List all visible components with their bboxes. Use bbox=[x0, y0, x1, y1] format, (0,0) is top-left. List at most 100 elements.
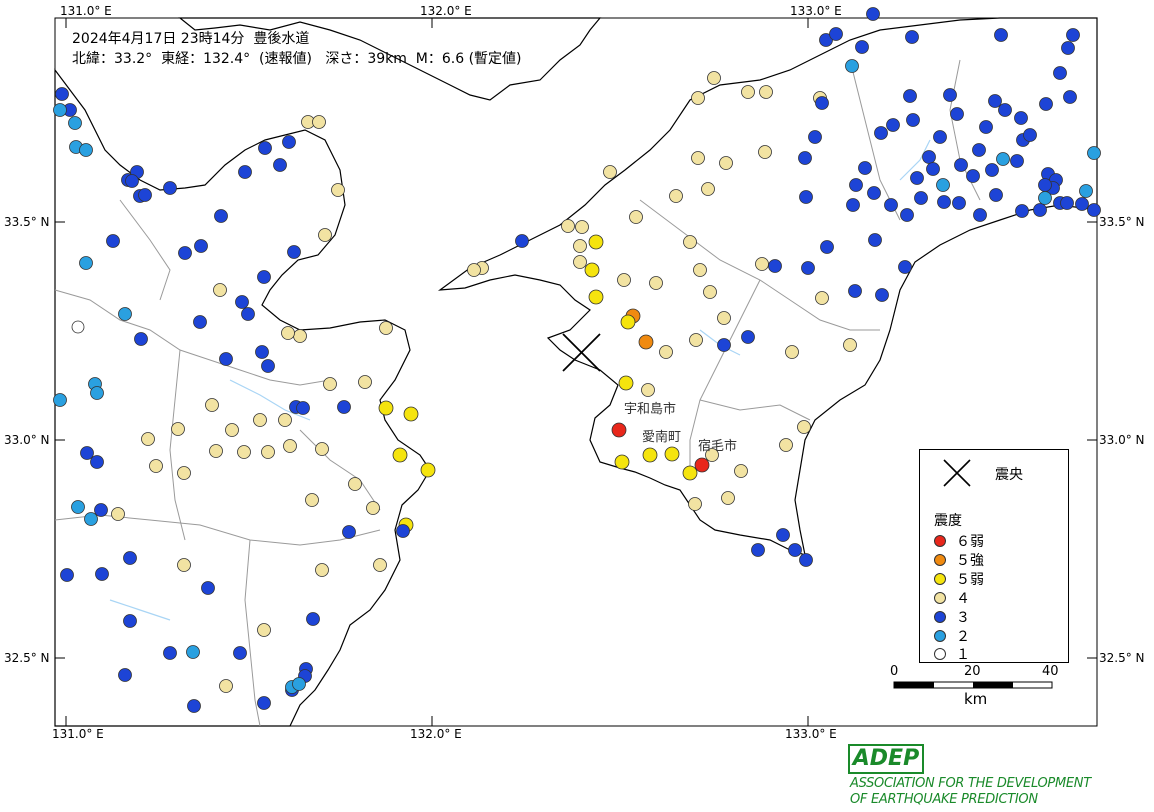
legend-title: 震度 bbox=[934, 513, 962, 529]
station-marker-intensity-5upper bbox=[638, 334, 654, 350]
station-marker-intensity-4 bbox=[312, 115, 326, 129]
station-marker-intensity-3 bbox=[90, 455, 104, 469]
station-marker-intensity-4 bbox=[779, 438, 793, 452]
legend-item-2: ２ bbox=[934, 626, 970, 646]
station-marker-intensity-3 bbox=[820, 240, 834, 254]
station-marker-intensity-3 bbox=[1010, 154, 1024, 168]
station-marker-intensity-3 bbox=[867, 186, 881, 200]
station-marker-intensity-4 bbox=[641, 383, 655, 397]
station-marker-intensity-3 bbox=[287, 245, 301, 259]
station-marker-intensity-3 bbox=[306, 612, 320, 626]
station-marker-intensity-2 bbox=[68, 116, 82, 130]
station-marker-intensity-3 bbox=[55, 87, 69, 101]
station-marker-intensity-3 bbox=[1033, 203, 1047, 217]
station-marker-intensity-4 bbox=[691, 91, 705, 105]
station-marker-intensity-3 bbox=[1087, 203, 1101, 217]
station-marker-intensity-2 bbox=[996, 152, 1010, 166]
station-marker-intensity-3 bbox=[926, 162, 940, 176]
station-marker-intensity-3 bbox=[801, 261, 815, 275]
station-marker-intensity-2 bbox=[118, 307, 132, 321]
honshu-coast bbox=[178, 17, 602, 101]
station-marker-intensity-4 bbox=[315, 563, 329, 577]
station-marker-intensity-3 bbox=[95, 567, 109, 581]
station-marker-intensity-3 bbox=[125, 174, 139, 188]
station-marker-intensity-5lower bbox=[584, 262, 600, 278]
station-marker-intensity-4 bbox=[575, 220, 589, 234]
place-label-ainan: 愛南町 bbox=[642, 429, 681, 445]
adep-logo: ADEP bbox=[848, 744, 924, 774]
legend-item-5lower: ５弱 bbox=[934, 569, 984, 589]
station-marker-intensity-3 bbox=[798, 151, 812, 165]
station-marker-intensity-2 bbox=[90, 386, 104, 400]
station-marker-intensity-3 bbox=[903, 89, 917, 103]
station-marker-intensity-4 bbox=[348, 477, 362, 491]
station-marker-intensity-5lower bbox=[378, 400, 394, 416]
station-marker-intensity-3 bbox=[163, 181, 177, 195]
station-marker-intensity-4 bbox=[149, 459, 163, 473]
station-marker-intensity-5lower bbox=[420, 462, 436, 478]
station-marker-intensity-4 bbox=[177, 466, 191, 480]
station-marker-intensity-3 bbox=[950, 107, 964, 121]
station-marker-intensity-4 bbox=[707, 71, 721, 85]
station-marker-intensity-4 bbox=[717, 311, 731, 325]
station-marker-intensity-3 bbox=[258, 141, 272, 155]
graticule-ticks bbox=[55, 18, 1097, 726]
station-marker-intensity-3 bbox=[815, 96, 829, 110]
lon-label-bottom-1: 132.0° E bbox=[410, 727, 462, 741]
station-marker-intensity-3 bbox=[138, 188, 152, 202]
station-marker-intensity-3 bbox=[1039, 97, 1053, 111]
legend-label-5upper: ５強 bbox=[956, 553, 984, 569]
station-marker-intensity-3 bbox=[342, 525, 356, 539]
station-marker-intensity-3 bbox=[874, 126, 888, 140]
station-marker-intensity-3 bbox=[515, 234, 529, 248]
station-marker-intensity-3 bbox=[819, 33, 833, 47]
lon-label-top-2: 133.0° E bbox=[790, 4, 842, 18]
station-marker-intensity-4 bbox=[573, 255, 587, 269]
station-marker-intensity-3 bbox=[1060, 196, 1074, 210]
station-marker-intensity-3 bbox=[94, 503, 108, 517]
station-marker-intensity-3 bbox=[937, 195, 951, 209]
station-marker-intensity-2 bbox=[71, 500, 85, 514]
station-marker-intensity-3 bbox=[257, 696, 271, 710]
lon-label-bottom-2: 133.0° E bbox=[785, 727, 837, 741]
station-marker-intensity-3 bbox=[886, 118, 900, 132]
station-marker-intensity-3 bbox=[966, 169, 980, 183]
prefecture-borders bbox=[54, 59, 981, 727]
scale-tick-20: 20 bbox=[964, 664, 981, 679]
legend-dot-1 bbox=[934, 648, 946, 660]
station-marker-intensity-2 bbox=[1087, 146, 1101, 160]
station-marker-intensity-3 bbox=[922, 150, 936, 164]
station-marker-intensity-2 bbox=[79, 143, 93, 157]
lon-label-top-1: 132.0° E bbox=[420, 4, 472, 18]
station-marker-intensity-3 bbox=[985, 163, 999, 177]
station-marker-intensity-3 bbox=[194, 239, 208, 253]
station-marker-intensity-4 bbox=[573, 239, 587, 253]
lon-label-top-0: 131.0° E bbox=[60, 4, 112, 18]
station-marker-intensity-3 bbox=[973, 208, 987, 222]
lat-label-right-1: 33.0° N bbox=[1099, 433, 1145, 447]
station-marker-intensity-4 bbox=[318, 228, 332, 242]
station-marker-intensity-3 bbox=[214, 209, 228, 223]
station-marker-intensity-3 bbox=[106, 234, 120, 248]
lat-label-right-2: 32.5° N bbox=[1099, 651, 1145, 665]
station-marker-intensity-4 bbox=[141, 432, 155, 446]
station-marker-intensity-3 bbox=[998, 103, 1012, 117]
station-marker-intensity-3 bbox=[337, 400, 351, 414]
station-marker-intensity-3 bbox=[296, 401, 310, 415]
scale-tick-0: 0 bbox=[890, 664, 899, 679]
legend-item-5upper: ５強 bbox=[934, 550, 984, 570]
station-marker-intensity-3 bbox=[134, 332, 148, 346]
station-marker-intensity-3 bbox=[846, 198, 860, 212]
station-marker-intensity-3 bbox=[954, 158, 968, 172]
station-marker-intensity-5lower bbox=[588, 234, 604, 250]
station-marker-intensity-4 bbox=[741, 85, 755, 99]
station-marker-intensity-5lower bbox=[620, 314, 636, 330]
station-marker-intensity-4 bbox=[759, 85, 773, 99]
station-marker-intensity-3 bbox=[60, 568, 74, 582]
station-marker-intensity-4 bbox=[719, 156, 733, 170]
station-marker-intensity-4 bbox=[649, 276, 663, 290]
legend-dot-5upper bbox=[934, 554, 946, 566]
station-marker-intensity-4 bbox=[177, 558, 191, 572]
legend-item-3: ３ bbox=[934, 607, 970, 627]
station-marker-intensity-3 bbox=[788, 543, 802, 557]
